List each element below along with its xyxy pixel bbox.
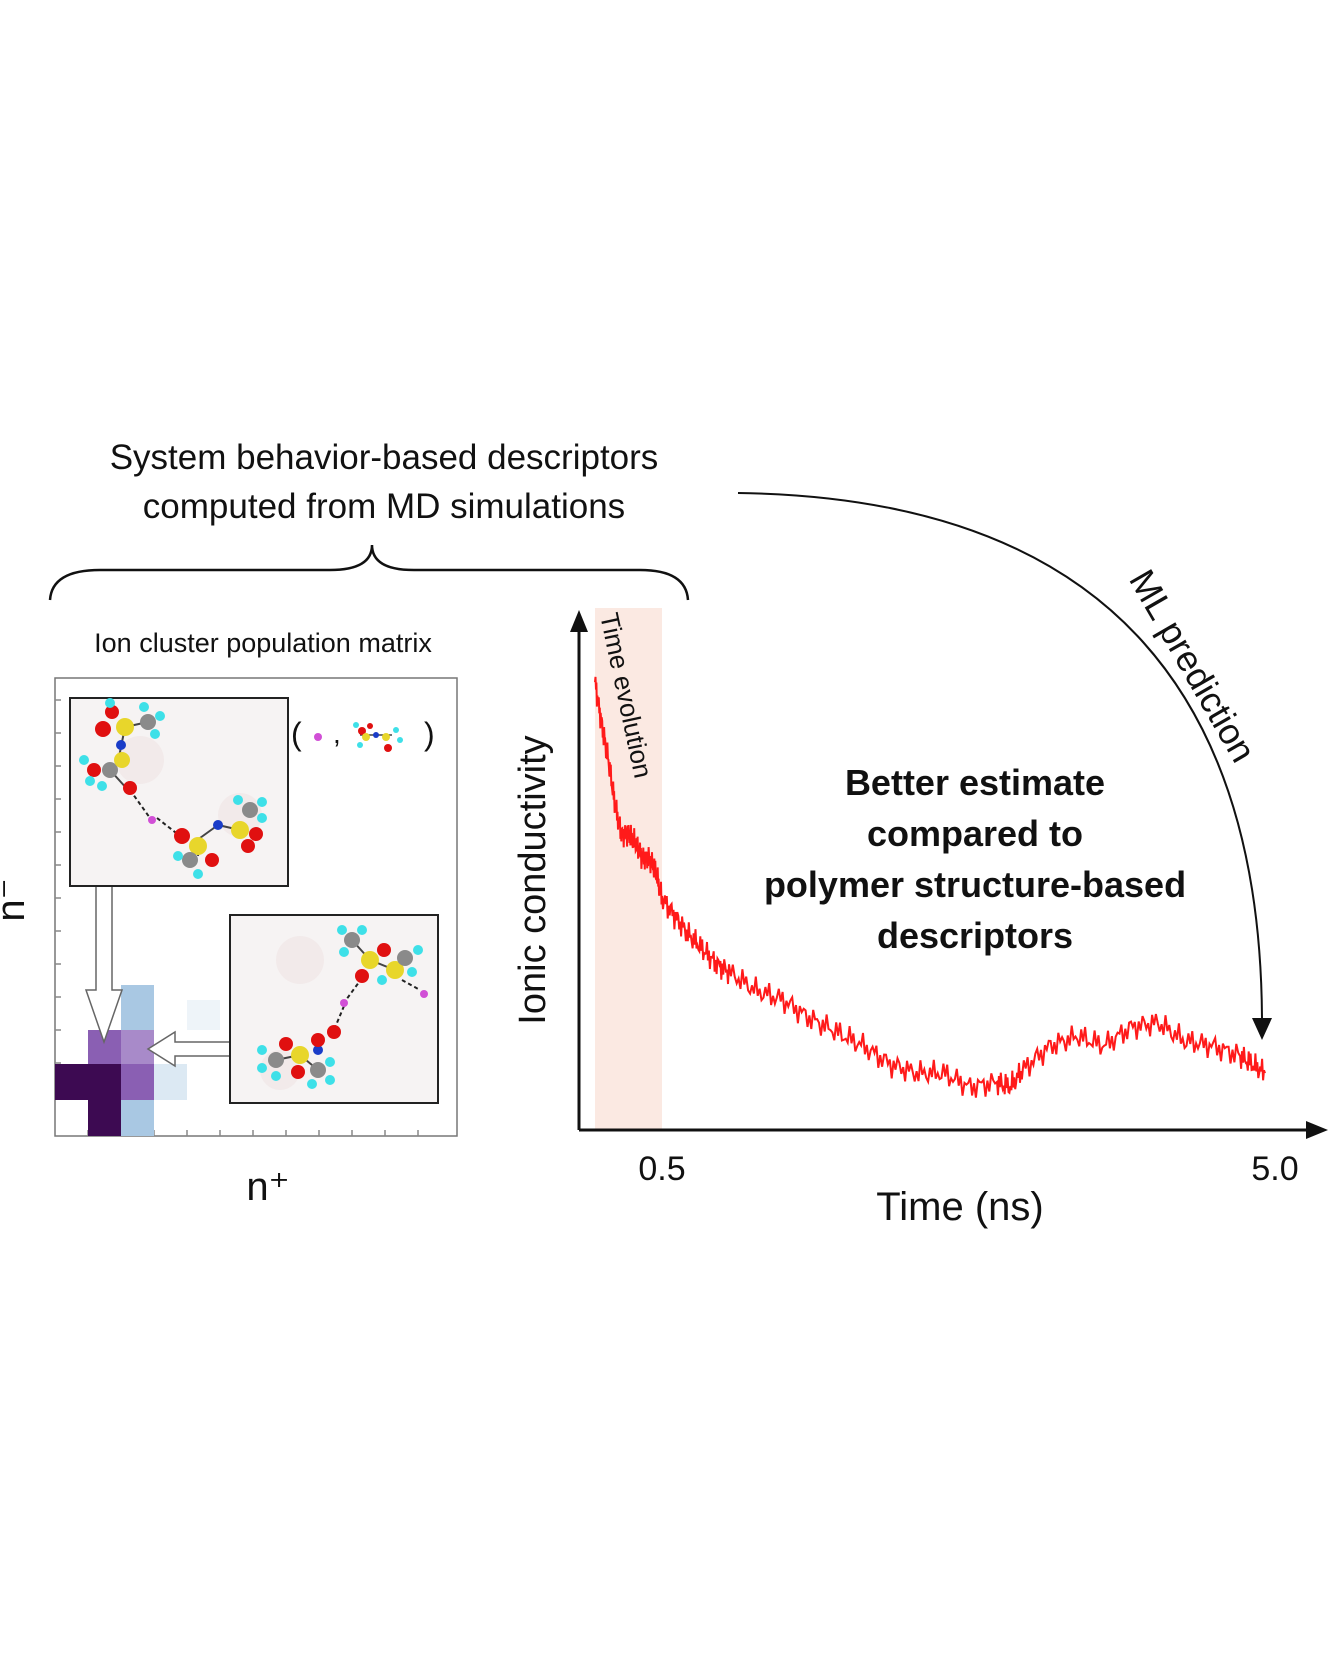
atom-nitrogen <box>116 740 126 750</box>
conductivity-series-line <box>594 676 1266 1098</box>
matrix-y-label: n⁻ <box>0 878 33 921</box>
annotation-line-2: compared to <box>867 813 1083 854</box>
hollow-arrow-down <box>84 884 124 1045</box>
heatmap-cell <box>187 1000 220 1030</box>
x-axis-label: Time (ns) <box>876 1185 1043 1229</box>
atom-fluorine <box>257 797 267 807</box>
atom-carbon <box>102 762 118 778</box>
atom-oxygen <box>123 781 137 795</box>
atom-sulfur <box>189 837 207 855</box>
tuple-lithium-atom <box>314 733 322 741</box>
atom-fluorine <box>85 776 95 786</box>
matrix-x-label: n⁺ <box>246 1165 289 1209</box>
x-tick-label: 5.0 <box>1251 1150 1298 1188</box>
tuple-close-paren: ) <box>424 716 435 752</box>
atom-carbon <box>182 852 198 868</box>
atom-sulfur <box>114 752 130 768</box>
heatmap-cells <box>55 985 220 1136</box>
annotation-line-4: descriptors <box>877 915 1073 956</box>
curly-brace <box>48 544 690 601</box>
atom-carbon <box>140 714 156 730</box>
atom-fluorine <box>79 755 89 765</box>
atom-oxygen <box>205 853 219 867</box>
atom-oxygen <box>105 705 119 719</box>
heatmap-cell <box>154 1064 187 1100</box>
atom-sulfur <box>231 821 249 839</box>
header-line-1: System behavior-based descriptors <box>110 438 659 477</box>
annotation-line-1: Better estimate <box>845 762 1105 803</box>
atom-fluorine <box>139 702 149 712</box>
tuple-anion-molecule <box>353 722 403 752</box>
atom-nitrogen <box>213 820 223 830</box>
atom-fluorine <box>193 869 203 879</box>
atom-lithium <box>148 816 156 824</box>
heatmap-cell <box>121 1064 154 1100</box>
atom-oxygen <box>95 721 111 737</box>
x-tick-label: 0.5 <box>638 1150 685 1188</box>
heatmap-cell <box>55 1064 88 1100</box>
header-line-2: computed from MD simulations <box>143 487 625 526</box>
atom-oxygen <box>241 839 255 853</box>
ml-prediction-arrowhead <box>1252 1018 1272 1040</box>
ml-prediction-arrow <box>737 492 1263 1021</box>
atom-fluorine <box>105 698 115 708</box>
heatmap-cell <box>88 1100 121 1136</box>
atom-oxygen <box>249 827 263 841</box>
atom-fluorine <box>150 729 160 739</box>
atom-fluorine <box>257 813 267 823</box>
atom-sulfur <box>116 718 134 736</box>
heatmap-cell <box>121 985 154 1030</box>
chart-annotation: Better estimate compared to polymer stru… <box>764 762 1186 956</box>
annotation-line-3: polymer structure-based <box>764 864 1186 905</box>
heatmap-cell <box>121 1100 154 1136</box>
heatmap-cell <box>121 1030 154 1064</box>
atom-fluorine <box>155 711 165 721</box>
y-axis-arrowhead <box>570 610 588 632</box>
y-axis-label: Ionic conductivity <box>512 735 554 1024</box>
atom-fluorine <box>173 851 183 861</box>
tuple-open-paren: ( <box>291 716 302 752</box>
molecule-inset-bottom <box>229 914 439 1104</box>
atom-oxygen <box>87 763 101 777</box>
molecule-inset-top <box>69 697 289 887</box>
atom-fluorine <box>233 795 243 805</box>
matrix-title: Ion cluster population matrix <box>94 628 432 658</box>
cluster-tuple: ( , ) <box>291 716 435 752</box>
hollow-arrow-left <box>146 1030 231 1068</box>
x-axis-arrowhead <box>1306 1121 1328 1139</box>
heatmap-cell <box>88 1064 121 1100</box>
atom-oxygen <box>174 828 190 844</box>
ml-prediction-label: ML prediction <box>1121 562 1264 769</box>
tuple-separator: , <box>333 718 341 749</box>
atom-fluorine <box>97 781 107 791</box>
atom-carbon <box>242 802 258 818</box>
